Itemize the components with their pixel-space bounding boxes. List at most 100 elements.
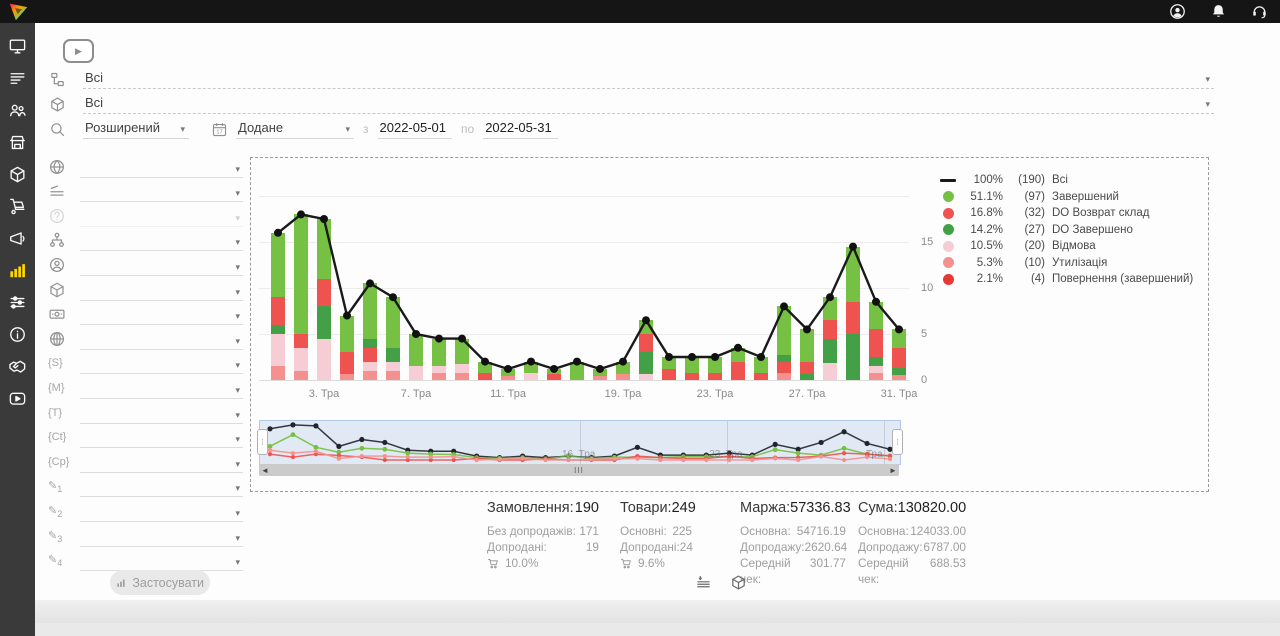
left-filters: ▾ ▾ ▾ ▾ ▾ ▾ ▾ ▾ {S} ▾ {M} ▾ {T} ▾ {Ct} ▾ {Cp} ▾ ✎1 ▾ ✎2 ▾ ✎3 ▾ ✎… xyxy=(35,153,260,572)
filter-select-web[interactable]: ▾ xyxy=(80,331,243,350)
bell-icon[interactable] xyxy=(1210,3,1227,20)
stats-row-value: 124033.00 xyxy=(910,524,966,538)
sidebar-item-trolley[interactable] xyxy=(8,196,28,216)
date-to-input[interactable]: 2022-05-31 xyxy=(483,120,558,139)
hierarchy-icon xyxy=(49,71,66,88)
apply-button[interactable]: Застосувати xyxy=(110,570,210,595)
product-select[interactable]: Всі ▾ xyxy=(83,95,1214,114)
question-icon xyxy=(48,207,66,225)
cube-icon xyxy=(48,281,66,299)
legend-count: (97) xyxy=(1024,190,1045,203)
user-icon[interactable] xyxy=(1169,3,1186,20)
legend-row[interactable]: 10.5% (20) Відмова xyxy=(939,238,1193,255)
navigator-scrollbar[interactable]: ◄ III ► xyxy=(259,464,899,476)
stats-row: Основні: 225 xyxy=(620,523,692,539)
filter-select-pencil-3[interactable]: ▾ xyxy=(80,528,243,547)
x-axis-label: 11. Тра xyxy=(490,388,526,400)
stats-column: Товари: 249 Основні: 225 Допродані: 24 9.6% xyxy=(620,500,696,571)
bar-segment-dozav xyxy=(869,357,883,367)
legend-row[interactable]: 5.3% (10) Утилізація xyxy=(939,255,1193,272)
legend-row[interactable]: 16.8% (32) DO Возврат склад xyxy=(939,205,1193,222)
navigator-selection-area[interactable]: 16. Тра 23. Тра Тра xyxy=(259,420,901,465)
filter-select-pencil-2[interactable]: ▾ xyxy=(80,503,243,522)
filter-select-brackets-m[interactable]: ▾ xyxy=(80,380,243,399)
app-logo-icon[interactable] xyxy=(8,1,29,27)
legend-row[interactable]: 2.1% (4) Повернення (завершений) xyxy=(939,271,1193,288)
filter-select-lines[interactable]: ▾ xyxy=(80,183,243,203)
legend-label: Всі xyxy=(1052,174,1068,187)
bar-segment-vozvrat xyxy=(754,372,768,380)
total-line-series xyxy=(274,210,903,373)
stats-row: Середній чек: 301.77 xyxy=(740,555,846,587)
filter-select-pencil-4[interactable]: ▾ xyxy=(80,552,243,572)
bar-segment-dozav xyxy=(639,352,653,374)
stats-row-value: 171 xyxy=(579,524,599,538)
stacked-bar xyxy=(639,320,653,380)
bar-segment-zav xyxy=(593,368,607,377)
filter-select-pencil-1[interactable]: ▾ xyxy=(80,478,243,498)
filter-select-brackets-ct[interactable]: ▾ xyxy=(80,429,243,449)
bar-segment-vidmova xyxy=(386,361,400,371)
filter-select-question[interactable]: ▾ xyxy=(80,208,243,227)
scroll-left-arrow-icon[interactable]: ◄ xyxy=(261,465,269,475)
bar-segment-zav xyxy=(846,246,860,302)
list-summary-icon[interactable] xyxy=(695,574,712,591)
structure-select[interactable]: Всі ▾ xyxy=(83,70,1214,89)
stats-row-value: 10.0% xyxy=(505,556,539,570)
sidebar-item-megaphone[interactable] xyxy=(8,228,28,248)
filter-select-user-circle[interactable]: ▾ xyxy=(80,257,243,276)
brackets-s-icon: {S} xyxy=(48,357,63,370)
filter-select-sitemap[interactable]: ▾ xyxy=(80,232,243,252)
sidebar-item-store[interactable] xyxy=(8,132,28,152)
sidebar-item-list[interactable] xyxy=(8,68,28,88)
sidebar-item-info[interactable] xyxy=(8,324,28,344)
bar-segment-util xyxy=(777,372,791,380)
filter-select-brackets-t[interactable]: ▾ xyxy=(80,405,243,424)
navigator-right-handle[interactable]: ⁞ xyxy=(892,429,903,455)
sidebar-item-package[interactable] xyxy=(8,164,28,184)
legend-count: (20) xyxy=(1024,240,1045,253)
filter-select-cube[interactable]: ▾ xyxy=(80,282,243,301)
bar-segment-vidmova xyxy=(294,347,308,371)
sidebar-item-barchart[interactable] xyxy=(8,260,28,280)
sidebar-item-handshake[interactable] xyxy=(8,356,28,376)
filter-select-brackets-cp[interactable]: ▾ xyxy=(80,454,243,473)
filter-select-banknote[interactable]: ▾ xyxy=(80,306,243,326)
scroll-right-arrow-icon[interactable]: ► xyxy=(889,465,897,475)
bar-segment-zav xyxy=(524,361,538,373)
bar-segment-util xyxy=(340,373,354,380)
filter-select-brackets-s[interactable]: ▾ xyxy=(80,355,243,375)
y-axis-label: 10 xyxy=(921,282,934,294)
bar-segment-zav xyxy=(616,361,630,375)
headset-icon[interactable] xyxy=(1251,3,1268,20)
chevron-down-icon: ▾ xyxy=(235,532,240,543)
legend-dot-swatch xyxy=(939,224,957,236)
video-tutorial-button[interactable]: ▶ xyxy=(63,39,94,63)
date-from-input[interactable]: 2022-05-01 xyxy=(377,120,453,139)
bar-segment-vozvrat xyxy=(547,374,561,380)
bar-segment-zav xyxy=(501,368,515,377)
legend-row[interactable]: 14.2% (27) DO Завершено xyxy=(939,222,1193,239)
sidebar-item-video[interactable] xyxy=(8,388,28,408)
legend-percent: 14.2% xyxy=(970,223,1003,236)
bar-segment-vozvrat xyxy=(708,372,722,380)
package-summary-icon[interactable] xyxy=(730,574,747,591)
bar-segment-zav xyxy=(317,219,331,279)
sidebar-item-monitor[interactable] xyxy=(8,36,28,56)
scrollbar-grip[interactable]: III xyxy=(574,465,584,475)
sidebar-item-users[interactable] xyxy=(8,100,28,120)
sidebar-item-sliders[interactable] xyxy=(8,292,28,312)
search-mode-select[interactable]: Розширений ▾ xyxy=(83,120,189,139)
filter-row-lines: ▾ xyxy=(35,178,260,203)
bar-segment-zav xyxy=(823,297,837,321)
navigator-left-handle[interactable]: ⁞ xyxy=(257,429,268,455)
date-field-value: Додане xyxy=(238,120,284,135)
legend-count: (10) xyxy=(1024,256,1045,269)
filter-select-globe[interactable]: ▾ xyxy=(80,159,243,178)
legend-row[interactable]: 100% (190) Всі xyxy=(939,172,1193,189)
calendar-icon: 17 xyxy=(211,121,228,138)
search-mode-value: Розширений xyxy=(85,120,160,135)
date-field-select[interactable]: Додане ▾ xyxy=(236,120,354,139)
legend-row[interactable]: 51.1% (97) Завершений xyxy=(939,189,1193,206)
bar-segment-zav xyxy=(662,357,676,369)
